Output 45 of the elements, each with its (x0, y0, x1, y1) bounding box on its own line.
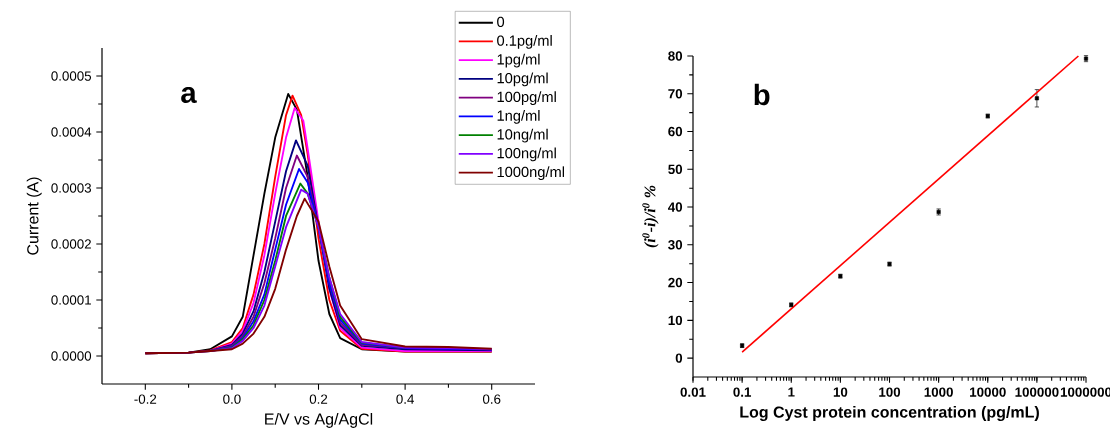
legend-label: 1pg/ml (497, 53, 540, 68)
y-tick-label: 0.0000 (51, 351, 92, 361)
line-series (144, 197, 493, 355)
x-tick-label: 1000 (924, 387, 953, 397)
legend-label: 0.1pg/ml (497, 35, 552, 49)
y-tick-label: 0 (675, 353, 683, 363)
y-tick-label: 0.0001 (51, 295, 91, 305)
x-tick-label: 0.4 (396, 394, 414, 404)
x-tick-label: -0.2 (134, 394, 157, 404)
y-tick-label: 50 (668, 164, 683, 175)
annotation: b (754, 83, 770, 106)
point (1034, 96, 1039, 101)
y-tick-label: 20 (668, 277, 683, 288)
x-tick-label: 100000 (1015, 387, 1059, 397)
y-tick-label: 70 (668, 89, 683, 99)
y-axis-title: Current (A) (26, 177, 42, 255)
legend-label: 1000ng/ml (497, 166, 565, 180)
legend-label: 10pg/ml (497, 72, 548, 87)
y-axis-title: (i$^{0}$-i)/i$^{0}$ % (642, 185, 659, 248)
x-tick-label: 0.2 (309, 394, 328, 404)
x-tick-label: 10 (833, 387, 848, 397)
y-tick-label: 0.0005 (51, 71, 92, 81)
y-tick-label: 0.0002 (51, 239, 91, 249)
x-tick-label: 1 (788, 387, 795, 397)
legend-label: 1ng/ml (497, 110, 540, 124)
y-tick-label: 0.0004 (51, 127, 92, 137)
x-axis-title: E/V vs Ag/AgCl (265, 413, 373, 428)
y-tick-label: 10 (668, 315, 683, 326)
legend-label: 100pg/ml (497, 91, 556, 105)
legend-label: 0 (497, 16, 505, 28)
x-tick-label: 0.01 (680, 387, 706, 397)
x-tick-label: 100 (879, 387, 901, 397)
x-tick-label: 0.6 (482, 394, 501, 404)
annotation: a (181, 87, 197, 104)
legend-label: 10ng/ml (497, 128, 548, 143)
x-tick-label: 10000 (970, 387, 1006, 397)
legend-label: 100ng/ml (497, 147, 556, 162)
y-tick-label: 80 (668, 51, 683, 61)
y-tick-label: 30 (668, 240, 683, 250)
y-tick-label: 40 (667, 202, 683, 212)
y-tick-label: 60 (668, 126, 683, 137)
x-axis-title: Log Cyst protein concentration (pg/mL) (740, 406, 1039, 421)
x-tick-label: 0.0 (223, 394, 241, 404)
y-tick-label: 0.0003 (51, 183, 92, 193)
x-tick-label: 0.1 (733, 387, 752, 397)
